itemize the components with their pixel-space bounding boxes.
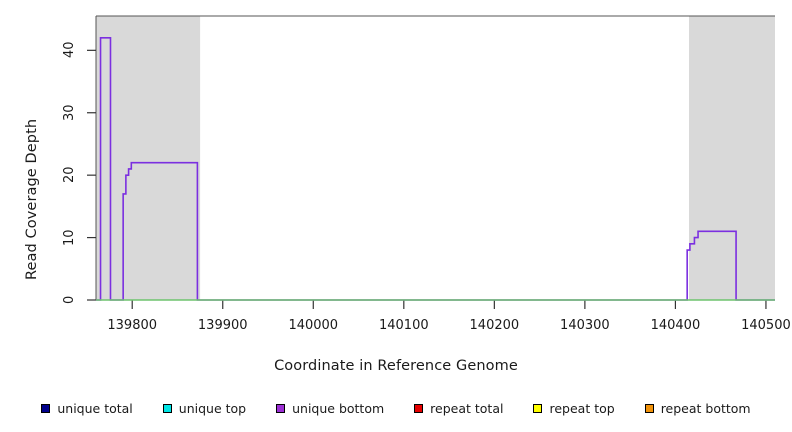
x-axis-ticks (131, 300, 767, 309)
x-tick-label: 139800 (107, 318, 158, 333)
y-tick-label: 0 (62, 295, 77, 304)
chart-legend: unique total unique top unique bottom repea… (0, 398, 792, 418)
legend-label: repeat top (549, 400, 615, 416)
x-tick-label: 140500 (741, 318, 791, 333)
legend-item[interactable]: repeat total (414, 401, 503, 416)
legend-label: repeat total (430, 400, 504, 416)
legend-item[interactable]: repeat bottom (644, 400, 751, 416)
x-tick-label: 140300 (560, 318, 610, 333)
y-tick-label: 40 (62, 41, 77, 59)
x-tick-label: 140200 (469, 318, 520, 333)
legend-swatch-icon (533, 403, 543, 413)
legend-swatch-icon (644, 403, 654, 413)
y-tick-label: 10 (62, 229, 77, 246)
shaded-region-group (96, 16, 775, 300)
legend-label: unique total (57, 400, 133, 416)
data-series-group (96, 37, 775, 301)
x-tick-label: 140400 (650, 318, 701, 333)
y-tick-label: 20 (62, 166, 77, 184)
y-axis-title: Read Coverage Depth (24, 118, 40, 280)
legend-swatch-icon (414, 403, 424, 413)
legend-swatch-icon (41, 403, 51, 413)
y-axis-ticks (87, 49, 96, 301)
shaded-repeat-region (688, 16, 775, 300)
shaded-repeat-region (96, 16, 201, 300)
legend-label: repeat bottom (660, 400, 751, 416)
x-axis-title: Coordinate in Reference Genome (274, 358, 518, 374)
x-tick-label: 140000 (288, 318, 339, 333)
legend-item[interactable]: repeat top (533, 400, 615, 416)
legend-label: unique bottom (292, 400, 385, 416)
legend-item[interactable]: unique total (41, 400, 133, 416)
legend-item[interactable]: unique bottom (276, 401, 384, 416)
x-tick-label: 139900 (197, 318, 248, 333)
legend-swatch-icon (162, 403, 172, 413)
legend-swatch-icon (276, 403, 286, 413)
y-tick-label: 30 (62, 104, 77, 121)
legend-item[interactable]: unique top (162, 400, 247, 416)
legend-label: unique top (178, 400, 247, 416)
x-tick-label: 140100 (378, 318, 429, 333)
